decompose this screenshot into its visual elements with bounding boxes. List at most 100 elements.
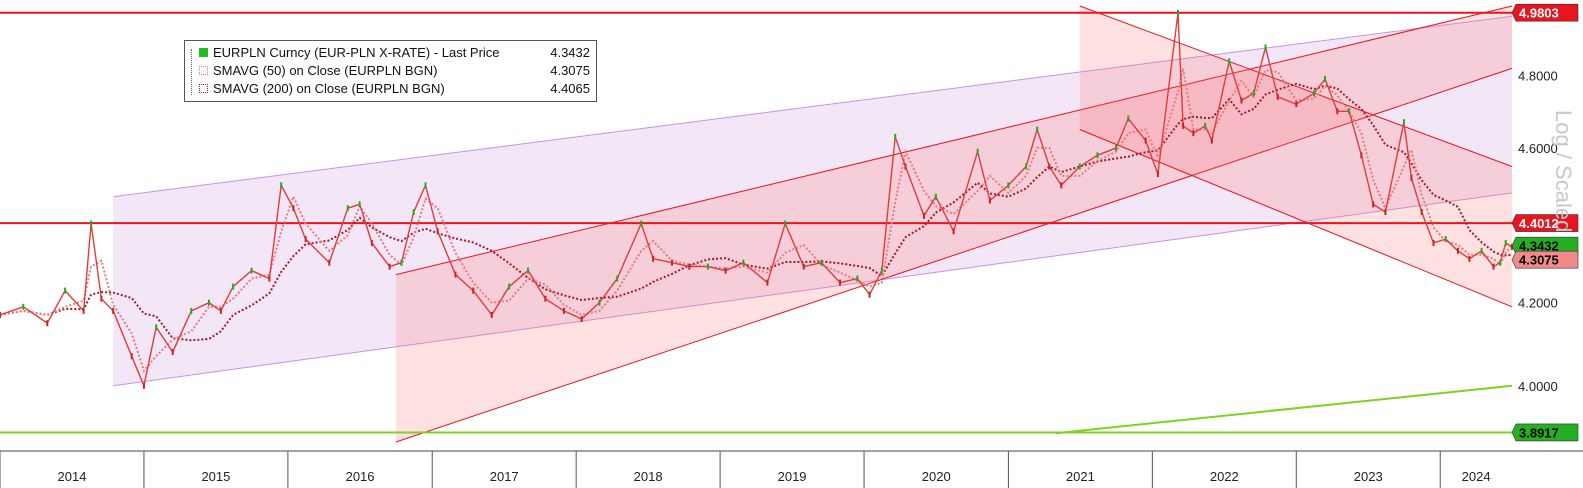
price-point — [370, 240, 373, 247]
price-point — [952, 228, 955, 235]
price-point — [1204, 122, 1207, 129]
sma200-line — [0, 82, 1513, 342]
price-point — [1025, 163, 1028, 170]
price-point — [923, 212, 925, 219]
price-point — [1007, 182, 1010, 189]
price-point — [1324, 76, 1327, 83]
price-point — [0, 311, 1, 318]
price-point — [1048, 163, 1051, 170]
x-tick-label: 2014 — [58, 469, 87, 484]
x-tick-label: 2024 — [1462, 469, 1491, 484]
price-point — [616, 275, 619, 282]
price-point — [130, 353, 133, 360]
price-point — [742, 259, 745, 266]
price-point — [868, 291, 871, 298]
price-point — [90, 220, 93, 227]
price-point — [784, 220, 787, 227]
price-point — [22, 303, 25, 310]
price-point — [856, 275, 859, 282]
trend-line-green — [1055, 384, 1513, 435]
price-point — [1499, 259, 1502, 266]
legend-item-sma200: SMAVG (200) on Close (EURPLN BGN) 4.4065 — [185, 80, 596, 98]
price-point — [802, 263, 805, 270]
price-point — [46, 320, 49, 327]
price-point — [1402, 119, 1405, 126]
price-point — [1432, 240, 1435, 247]
price-point — [988, 197, 991, 204]
price-point — [820, 259, 823, 266]
price-point — [1313, 90, 1316, 97]
price-point — [508, 283, 511, 290]
price-point — [388, 263, 391, 270]
y-tick-label: 4.8000 — [1518, 68, 1558, 83]
price-point — [1384, 208, 1387, 215]
price-point — [1480, 247, 1483, 254]
legend-item-price: EURPLN Curncy (EUR-PLN X-RATE) - Last Pr… — [185, 44, 596, 62]
price-point — [424, 182, 427, 189]
price-point — [1127, 115, 1130, 122]
price-point — [219, 307, 222, 314]
scale-side-label: Log / Scaled — [1551, 110, 1576, 233]
channel-upper-falling-red — [1079, 5, 1513, 167]
price-point — [250, 267, 253, 274]
price-tag-label: 4.4012 — [1519, 216, 1559, 231]
x-tick-label: 2015 — [201, 469, 230, 484]
price-point — [1228, 58, 1231, 65]
price-point — [1264, 44, 1267, 51]
x-tick-label: 2022 — [1210, 469, 1239, 484]
price-tag-label: 4.3432 — [1519, 239, 1559, 254]
price-point — [190, 307, 193, 314]
price-point — [1504, 240, 1507, 247]
x-tick-label: 2016 — [346, 469, 375, 484]
price-point — [1144, 137, 1147, 144]
price-point — [1156, 171, 1159, 178]
price-point — [280, 182, 283, 189]
legend-value-sma50: 4.3075 — [550, 63, 590, 78]
price-point — [640, 220, 643, 227]
price-point — [544, 295, 547, 302]
price-point — [1210, 137, 1213, 144]
channel-upper-rising-red — [395, 5, 1513, 276]
price-point — [346, 205, 349, 212]
price-point — [1456, 247, 1459, 254]
price-point — [688, 263, 691, 270]
x-tick-label: 2019 — [778, 469, 807, 484]
price-point — [1360, 152, 1363, 159]
price-point — [1410, 174, 1413, 181]
price-point — [1444, 236, 1447, 243]
legend-label-sma200: SMAVG (200) on Close (EURPLN BGN) — [213, 81, 445, 96]
price-point — [766, 279, 769, 286]
price-tag-bg — [1511, 250, 1579, 269]
price-point — [894, 133, 897, 140]
price-point — [155, 324, 158, 331]
price-point — [304, 236, 307, 243]
price-point — [706, 263, 709, 270]
channel-lower-long-purple — [113, 192, 1513, 387]
price-point — [1115, 144, 1118, 151]
price-point — [839, 279, 841, 286]
y-tick-label: 4.2000 — [1518, 296, 1558, 311]
price-point — [358, 201, 361, 208]
x-tick-label: 2020 — [922, 469, 951, 484]
price-point — [1176, 9, 1179, 16]
price-point — [976, 148, 979, 155]
y-tick-label: 4.0000 — [1518, 379, 1558, 394]
price-point — [328, 259, 331, 266]
x-tick-label: 2018 — [634, 469, 663, 484]
legend-label-sma50: SMAVG (50) on Close (EURPLN BGN) — [213, 63, 438, 78]
price-point — [412, 208, 415, 215]
price-point — [1276, 93, 1279, 100]
price-tag-label: 4.3075 — [1519, 253, 1559, 268]
legend-label-price: EURPLN Curncy (EUR-PLN X-RATE) - Last Pr… — [213, 45, 500, 60]
price-tag-bg — [1511, 214, 1579, 232]
legend-item-sma50: SMAVG (50) on Close (EURPLN BGN) 4.3075 — [185, 62, 596, 80]
price-point — [1036, 126, 1039, 133]
legend-swatch-sma200 — [199, 84, 208, 93]
legend-value-price: 4.3432 — [550, 45, 590, 60]
price-point — [1060, 182, 1063, 189]
price-point — [1192, 130, 1195, 137]
price-point — [208, 299, 211, 306]
legend-swatch-sma50 — [199, 66, 208, 75]
price-point — [100, 295, 103, 302]
price-point — [671, 259, 673, 266]
